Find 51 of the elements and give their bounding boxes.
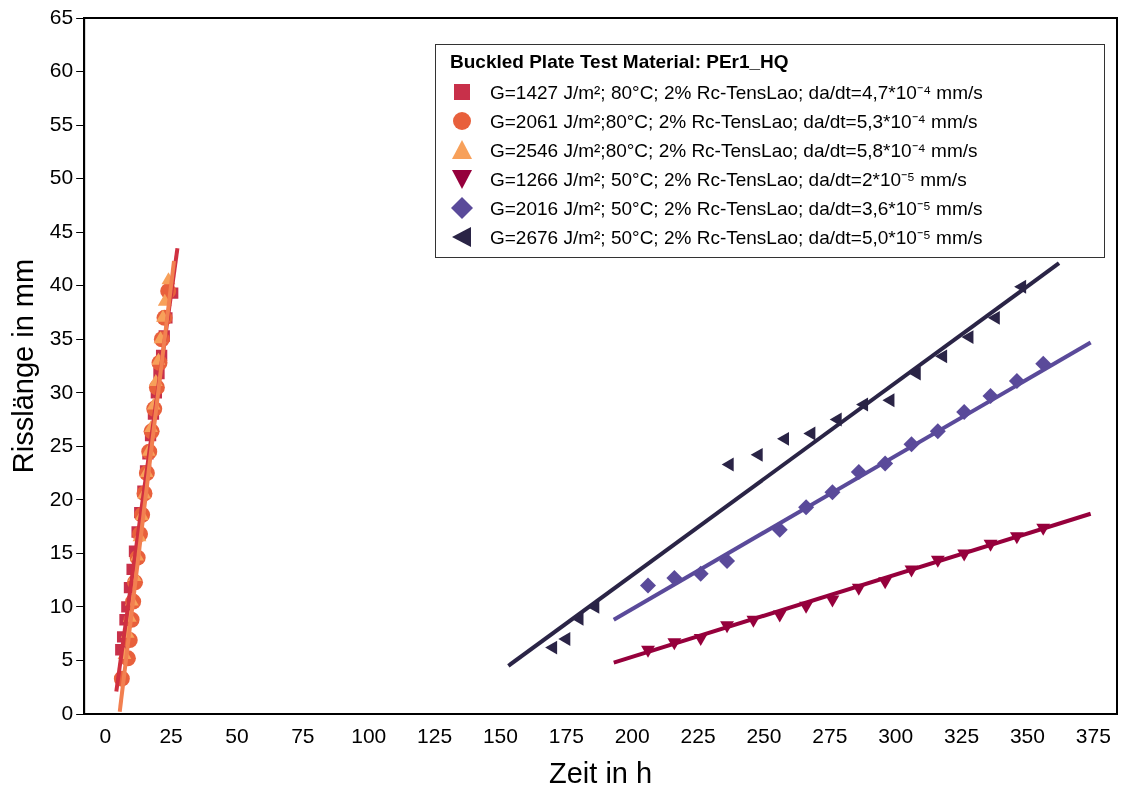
x-tick-label: 75	[291, 724, 315, 748]
y-tick-label: 20	[49, 486, 74, 510]
legend-label: G=2546 J/m²;80°C; 2% Rc-TensLao; da/dt=5,8*10⁻⁴ mm/s	[490, 138, 978, 163]
y-tick-label: 40	[49, 272, 74, 296]
point	[777, 431, 790, 446]
x-tick-label: 0	[99, 724, 112, 748]
x-tick-label: 375	[1075, 724, 1111, 748]
x-tick-label: 225	[680, 724, 716, 748]
point	[908, 366, 921, 381]
y-tick-label: 10	[49, 593, 74, 617]
y-tick-label: 5	[61, 647, 74, 671]
y-tick-label: 35	[49, 326, 74, 350]
y-axis-title: Risslänge in mm	[7, 258, 40, 474]
point	[935, 349, 948, 364]
legend-label: G=2676 J/m²; 50°C; 2% Rc-TensLao; da/dt=5,0*10⁻⁵ mm/s	[490, 225, 983, 250]
point	[803, 426, 816, 441]
x-tick-label: 175	[548, 724, 584, 748]
x-tick-label: 350	[1009, 724, 1045, 748]
point	[640, 577, 657, 594]
legend-label: G=1427 J/m²; 80°C; 2% Rc-TensLao; da/dt=4,7*10⁻⁴ mm/s	[490, 80, 983, 105]
y-tick-label: 25	[49, 433, 74, 457]
point	[558, 632, 571, 646]
point	[987, 310, 1000, 325]
x-tick-label: 50	[225, 724, 249, 748]
y-tick-label: 30	[49, 379, 74, 403]
legend-label: G=2061 J/m²;80°C; 2% Rc-TensLao; da/dt=5,3*10⁻⁴ mm/s	[490, 109, 978, 134]
x-tick-label: 125	[417, 724, 453, 748]
x-tick-label: 25	[159, 724, 183, 748]
y-tick-label: 45	[49, 218, 74, 242]
x-axis-title: Zeit in h	[548, 756, 653, 789]
x-tick-label: 300	[878, 724, 914, 748]
y-tick-label: 50	[49, 165, 74, 189]
y-tick-label: 65	[49, 4, 74, 28]
x-tick-label: 325	[944, 724, 980, 748]
legend-label: G=1266 J/m²; 50°C; 2% Rc-TensLao; da/dt=2*10⁻⁵ mm/s	[490, 167, 967, 192]
point	[750, 447, 763, 462]
y-tick-label: 15	[49, 540, 74, 564]
y-tick-label: 0	[61, 700, 74, 724]
x-tick-label: 100	[351, 724, 387, 748]
y-tick-label: 55	[49, 111, 74, 135]
point	[545, 640, 558, 655]
point	[961, 330, 974, 345]
point	[882, 393, 895, 408]
legend-title: Buckled Plate Test Material: PEr1_HQ	[450, 51, 790, 73]
x-tick-label: 250	[746, 724, 782, 748]
y-tick-label: 60	[49, 58, 74, 82]
legend-label: G=2016 J/m²; 50°C; 2% Rc-TensLao; da/dt=3,6*10⁻⁵ mm/s	[490, 196, 983, 221]
x-tick-label: 275	[812, 724, 848, 748]
x-tick-label: 200	[614, 724, 650, 748]
point	[721, 457, 734, 472]
x-tick-label: 150	[482, 724, 518, 748]
